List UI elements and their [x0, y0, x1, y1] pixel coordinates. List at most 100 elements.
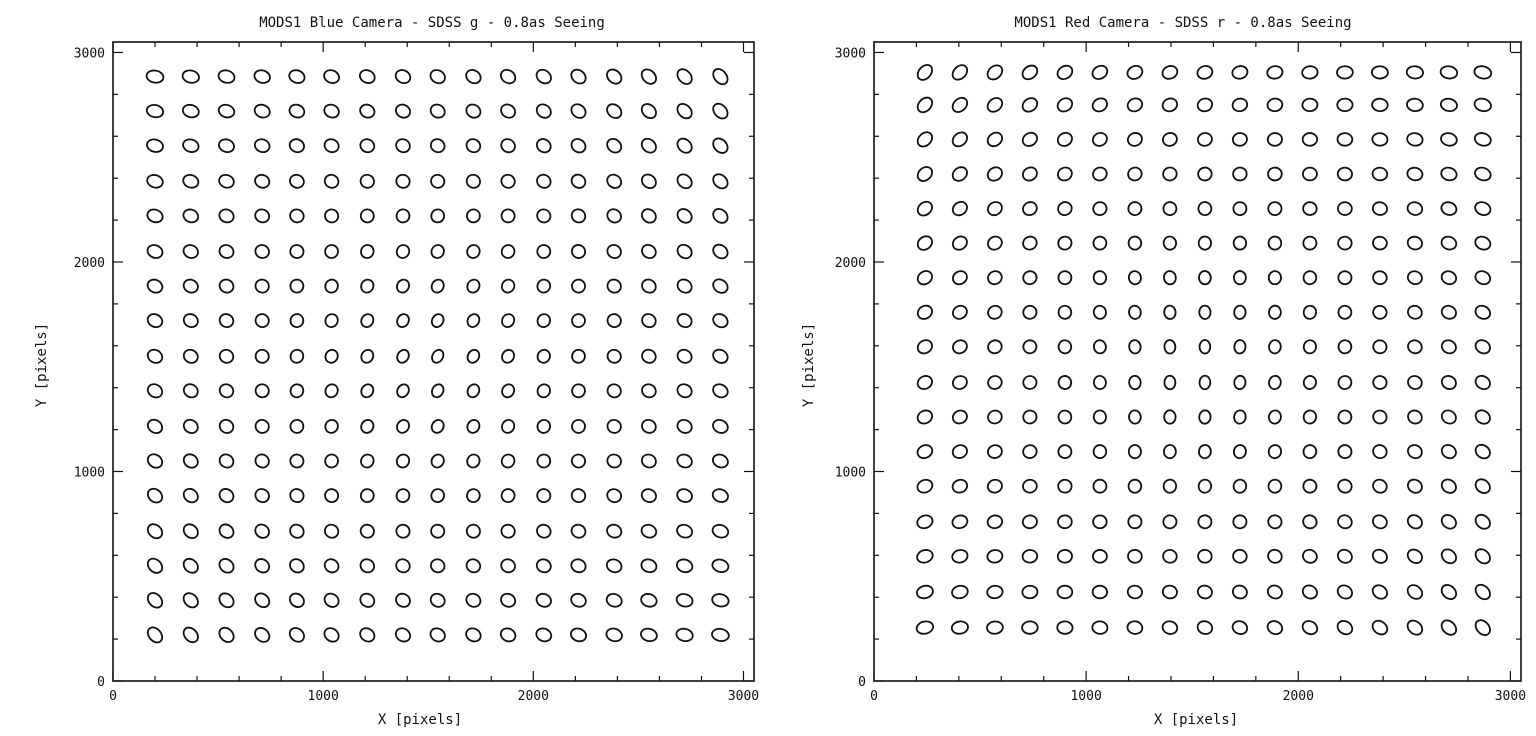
psf-ellipse-point — [535, 558, 552, 574]
psf-ellipse-point — [605, 592, 623, 608]
psf-ellipse-point — [1162, 478, 1178, 494]
psf-ellipse-point — [1440, 375, 1457, 390]
psf-ellipse-point — [1407, 375, 1423, 390]
psf-ellipse-point — [500, 138, 516, 154]
psf-ellipse-point — [218, 453, 235, 469]
psf-ellipse-point — [1232, 514, 1248, 530]
psf-ellipse-point — [986, 64, 1004, 81]
plot-title: MODS1 Blue Camera - SDSS g - 0.8as Seein… — [259, 15, 605, 31]
psf-ellipse-point — [1266, 132, 1283, 147]
psf-ellipse-point — [640, 103, 657, 120]
psf-ellipse-point — [146, 383, 164, 399]
psf-ellipse-point — [431, 348, 445, 364]
psf-ellipse-point — [1092, 339, 1107, 355]
psf-ellipse-point — [182, 278, 199, 294]
psf-ellipse-point — [1021, 584, 1039, 600]
psf-ellipse-point — [1405, 65, 1424, 80]
psf-ellipse-point — [1022, 478, 1038, 494]
psf-ellipse-point — [145, 69, 165, 84]
psf-ellipse-point — [536, 278, 552, 294]
plot-frame — [112, 41, 755, 682]
psf-ellipse-point — [1302, 548, 1318, 564]
psf-ellipse-point — [430, 313, 445, 328]
psf-ellipse-point — [359, 103, 376, 119]
psf-ellipse-point — [1127, 548, 1143, 564]
psf-ellipse-point — [951, 235, 968, 251]
psf-ellipse-point — [500, 208, 516, 224]
psf-ellipse-point — [986, 514, 1004, 530]
psf-ellipse-point — [1370, 65, 1389, 80]
psf-ellipse-point — [1197, 166, 1213, 182]
psf-ellipse-point — [712, 68, 729, 86]
psf-ellipse-point — [641, 418, 657, 434]
psf-ellipse-point — [712, 313, 729, 329]
psf-ellipse-point — [359, 173, 375, 189]
psf-ellipse-point — [146, 418, 164, 435]
psf-ellipse-point — [1406, 270, 1423, 286]
psf-ellipse-point — [1302, 304, 1318, 320]
psf-ellipse-point — [1231, 132, 1248, 147]
psf-ellipse-point — [1091, 97, 1109, 113]
psf-ellipse-point — [396, 419, 410, 434]
psf-ellipse-point — [1231, 620, 1249, 635]
psf-ellipse-point — [1022, 270, 1038, 286]
psf-ellipse-point — [430, 419, 445, 434]
psf-ellipse-point — [146, 626, 164, 644]
psf-ellipse-point — [465, 592, 482, 608]
psf-ellipse-point — [466, 488, 481, 503]
psf-ellipse-point — [536, 313, 551, 328]
psf-ellipse-point — [218, 488, 235, 504]
psf-ellipse-point — [1056, 620, 1074, 635]
psf-ellipse-point — [711, 558, 730, 573]
psf-ellipse-point — [466, 244, 481, 259]
psf-ellipse-point — [535, 103, 552, 119]
psf-ellipse-point — [1337, 409, 1353, 425]
psf-ellipse-point — [289, 348, 305, 364]
psf-ellipse-point — [1092, 270, 1108, 286]
psf-ellipse-point — [324, 348, 339, 364]
psf-ellipse-point — [1057, 444, 1073, 460]
psf-ellipse-point — [536, 208, 552, 224]
psf-ellipse-point — [1197, 478, 1213, 494]
psf-ellipse-point — [987, 304, 1003, 320]
psf-ellipse-point — [986, 620, 1004, 635]
psf-ellipse-point — [501, 313, 516, 328]
psf-ellipse-point — [1406, 235, 1423, 251]
psf-ellipse-point — [1302, 444, 1318, 460]
psf-ellipse-point — [536, 523, 552, 539]
psf-ellipse-point — [1126, 64, 1144, 80]
psf-ellipse-point — [429, 592, 446, 608]
psf-ellipse-point — [1092, 201, 1108, 216]
psf-ellipse-point — [1267, 166, 1283, 182]
psf-ellipse-point — [1056, 131, 1073, 147]
psf-ellipse-point — [430, 453, 445, 469]
psf-ellipse-point — [916, 444, 934, 459]
plot-frame — [873, 41, 1522, 682]
psf-ellipse-point — [1092, 304, 1107, 320]
psf-ellipse-point — [1126, 584, 1143, 600]
psf-ellipse-point — [501, 348, 516, 364]
psf-ellipse-point — [1267, 444, 1283, 460]
psf-ellipse-point — [676, 418, 693, 434]
psf-ellipse-point — [1022, 304, 1038, 320]
psf-ellipse-point — [254, 627, 271, 643]
psf-ellipse-point — [254, 278, 270, 294]
psf-ellipse-point — [712, 173, 729, 190]
psf-ellipse-point — [254, 418, 270, 434]
psf-ellipse-point — [1057, 166, 1073, 182]
psf-ellipse-point — [1266, 584, 1283, 600]
psf-ellipse-point — [465, 173, 481, 189]
psf-ellipse-point — [1268, 374, 1282, 391]
psf-ellipse-point — [1474, 201, 1492, 216]
psf-ellipse-point — [536, 173, 552, 189]
psf-ellipse-point — [1056, 97, 1074, 113]
psf-ellipse-point — [1372, 444, 1388, 460]
psf-ellipse-point — [1091, 64, 1109, 80]
psf-ellipse-point — [289, 488, 305, 504]
psf-ellipse-point — [987, 375, 1003, 390]
psf-ellipse-point — [535, 592, 552, 608]
psf-ellipse-point — [182, 138, 200, 153]
psf-ellipse-point — [359, 627, 376, 643]
psf-ellipse-point — [1474, 304, 1491, 320]
psf-ellipse-point — [1336, 166, 1353, 182]
